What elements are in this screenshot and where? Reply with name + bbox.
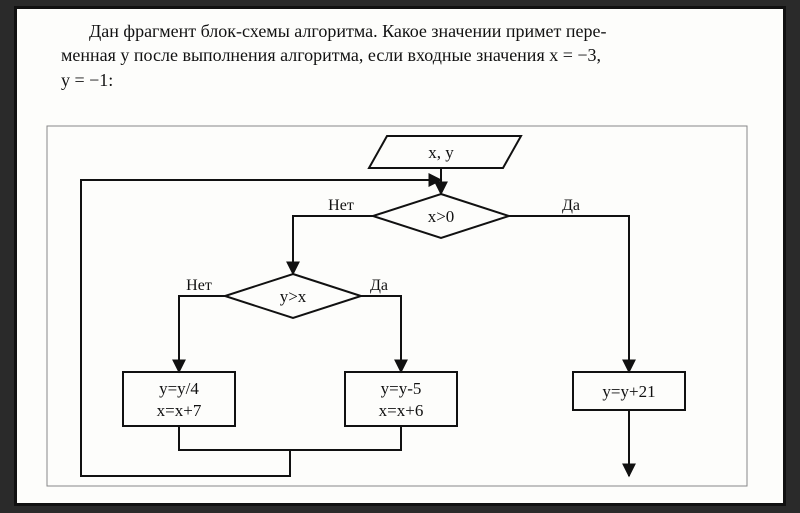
edge-dec1-no-label: Нет — [328, 197, 354, 214]
node-p-mid-line1: y=y-5 — [381, 379, 422, 398]
edge-merge-left-mid — [179, 426, 401, 450]
edge-dec1-yes — [509, 216, 629, 372]
node-p-left-line2: x=x+7 — [157, 401, 202, 420]
node-dec1: x>0 — [373, 194, 509, 238]
node-p-right-line1: y=y+21 — [602, 382, 655, 401]
node-p-left-line1: y=y/4 — [159, 379, 199, 398]
edge-dec2-no-label: Нет — [186, 277, 212, 294]
edge-dec2-yes-label: Да — [370, 277, 388, 294]
question-line2: менная y после выполнения алгоритма, есл… — [61, 45, 601, 65]
question-line1: Дан фрагмент блок-схемы алгоритма. Какое… — [89, 21, 606, 41]
edge-dec2-no — [179, 296, 225, 372]
node-p-left: y=y/4 x=x+7 — [123, 372, 235, 426]
question-line3: y = −1: — [61, 70, 113, 90]
edge-dec2-yes — [361, 296, 401, 372]
node-p-right: y=y+21 — [573, 372, 685, 410]
node-p-mid-line2: x=x+6 — [379, 401, 424, 420]
node-input-label: x, y — [428, 143, 454, 162]
node-dec1-label: x>0 — [428, 207, 455, 226]
edge-dec1-no — [293, 216, 373, 274]
edge-loop-back — [81, 180, 441, 476]
page-frame: Дан фрагмент блок-схемы алгоритма. Какое… — [14, 6, 786, 506]
node-dec2: y>x — [225, 274, 361, 318]
question-text: Дан фрагмент блок-схемы алгоритма. Какое… — [61, 19, 755, 92]
node-p-mid: y=y-5 x=x+6 — [345, 372, 457, 426]
node-dec2-label: y>x — [280, 287, 307, 306]
node-input: x, y — [369, 136, 521, 168]
edge-dec1-yes-label: Да — [562, 197, 580, 214]
flowchart: x, y x>0 Нет Да y>x Нет Да y=y/4 x=x — [41, 124, 761, 494]
